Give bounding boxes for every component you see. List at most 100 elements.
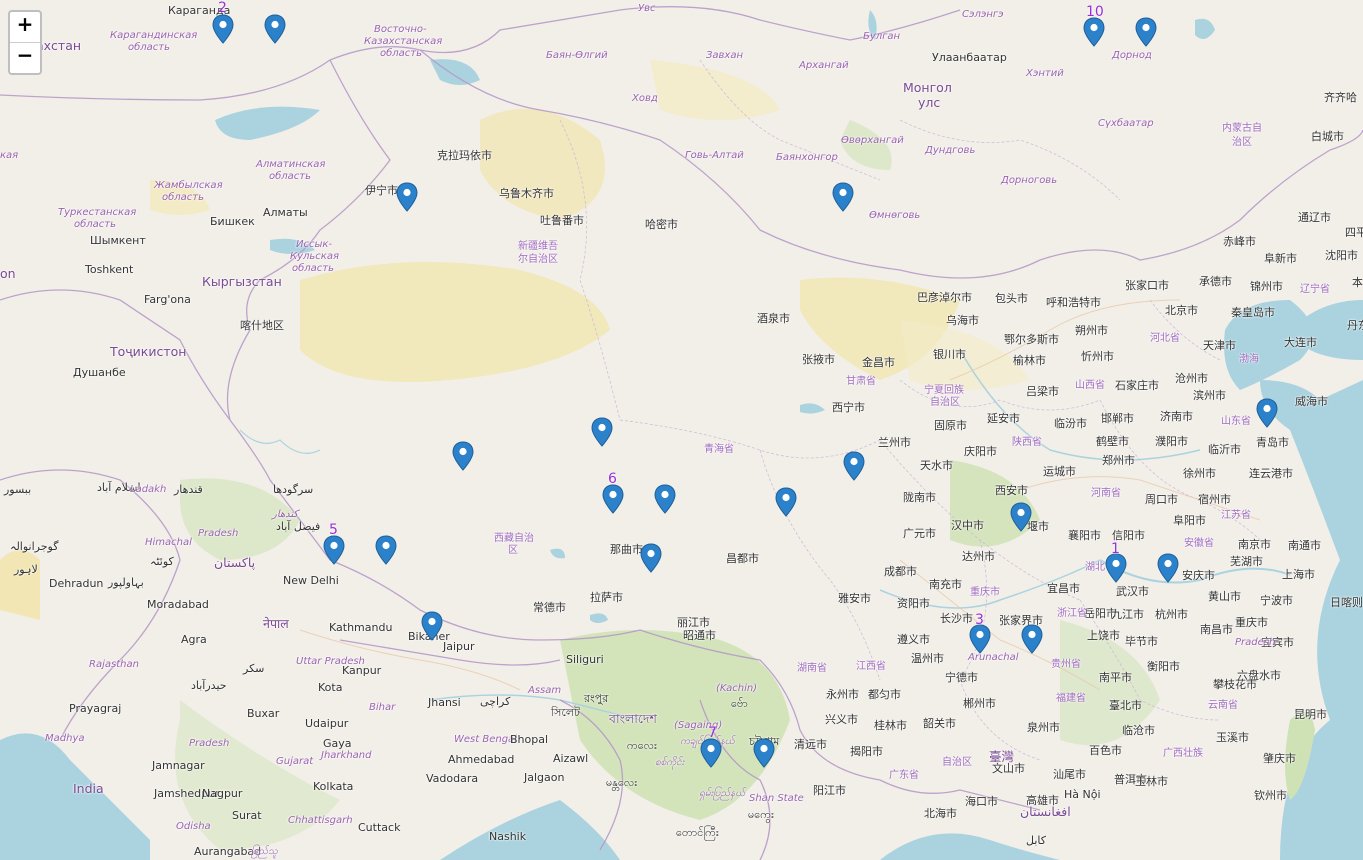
map-label: 昭通市 [683,629,716,642]
map-label: 日喀则市 [1330,596,1363,609]
map-label: 温州市 [911,652,944,665]
map-label: Восточно- [374,24,427,35]
map-label: 贵州省 [1051,659,1081,670]
map-marker-pin[interactable] [1010,502,1032,532]
cluster-count-label[interactable]: 7 [708,725,717,741]
map-label: Душанбе [73,366,126,379]
map-marker-pin[interactable] [591,417,613,447]
map-pin-icon [1083,17,1105,47]
map-label: 宁波市 [1260,594,1293,607]
map-marker-pin[interactable] [640,543,662,573]
map-marker-pin[interactable] [843,451,865,481]
map-label: Odisha [176,821,211,832]
map-label: Gujarat [276,756,314,767]
map-label: 承德市 [1199,275,1232,288]
map-label: 鹤壁市 [1096,435,1129,448]
map-label: Сэлэнгэ [962,9,1004,20]
map-pin-icon [832,182,854,212]
map-label: Ahmedabad [448,753,515,766]
map-label: 高雄市 [1026,794,1059,807]
map-label: 成都市 [884,565,917,578]
map-marker-pin[interactable] [832,182,854,212]
map-marker-pin[interactable] [700,738,722,768]
map-label: 榆林市 [1013,354,1046,367]
map-label: 大连市 [1284,336,1317,349]
map-label: 臺北市 [1109,699,1142,712]
map-label: کراچی [480,695,511,708]
map-label: Туркестанская [58,207,137,218]
map-label: 连云港市 [1249,467,1293,480]
map-marker-pin[interactable] [1256,398,1278,428]
map-marker-pin[interactable] [1105,553,1127,583]
map-label: on [0,266,16,281]
map-marker-pin[interactable] [775,487,797,517]
map-label: 江苏省 [1221,510,1251,521]
map-label: کابل [1026,834,1046,847]
cluster-count-label[interactable]: 5 [329,522,338,538]
map-label: 沧州市 [1175,372,1208,385]
map-label: 信阳市 [1112,529,1145,542]
map-pin-icon [591,417,613,447]
map-pin-icon [654,484,676,514]
zoom-out-button[interactable]: − [10,43,40,73]
map-pin-icon [452,441,474,471]
map-label: область [74,219,117,230]
map-label: Kolkata [313,780,354,793]
cluster-count-label[interactable]: 2 [218,0,227,16]
map-label: 朔州市 [1075,324,1108,337]
map-label: 张家口市 [1125,279,1169,292]
map-marker-pin[interactable] [396,182,418,212]
map-label: 青岛市 [1256,436,1289,449]
map-marker-pin[interactable] [421,611,443,641]
map-label: 邯郸市 [1101,412,1134,425]
map-marker-pin[interactable] [654,484,676,514]
map-label: 阳江市 [813,784,846,797]
map-label: Алматинская [256,159,326,170]
map-label: 普洱市 [1114,773,1147,786]
map-marker-pin[interactable] [323,535,345,565]
map-label: 都匀市 [868,688,901,701]
map-marker-pin[interactable] [375,535,397,565]
map-marker-pin[interactable] [753,738,775,768]
map-marker-pin[interactable] [264,14,286,44]
map-marker-pin[interactable] [1021,624,1043,654]
map-marker-pin[interactable] [212,14,234,44]
map-label: кая [0,150,19,161]
zoom-control: + − [8,10,42,75]
map-marker-pin[interactable] [452,441,474,471]
map-label: Jamnagar [152,759,205,772]
map-label: Kota [318,681,343,694]
map-pin-icon [421,611,443,641]
map-marker-pin[interactable] [1157,553,1179,583]
cluster-count-label[interactable]: 6 [608,471,617,487]
map-label: 兴义市 [825,713,858,726]
map-label: Aurangabad [194,845,262,858]
map-label: 昆明市 [1294,708,1327,721]
cluster-count-label[interactable]: 3 [975,612,984,628]
map-label: 重庆市 [970,587,1000,598]
map-label: Jharkhand [321,750,372,761]
map-label: 北海市 [924,807,957,820]
map-label: 河南省 [1091,488,1121,499]
map-label: 秦皇岛市 [1231,306,1275,319]
map-label: Pradesh [1235,637,1276,648]
map-marker-pin[interactable] [602,484,624,514]
map-label: ဗ်ော [731,697,748,710]
map-label: Говь-Алтай [685,150,744,161]
map-pin-icon [753,738,775,768]
cluster-count-label[interactable]: 10 [1086,4,1104,20]
map-pin-icon [375,535,397,565]
zoom-in-button[interactable]: + [10,12,40,43]
map-label: 福建省 [1056,693,1086,704]
map-label: বাংলাদেশ [609,711,657,726]
map-marker-pin[interactable] [1135,17,1157,47]
map-label: Jaipur [443,640,475,653]
map-marker-pin[interactable] [1083,17,1105,47]
map-label: 乌鲁木齐市 [499,187,554,200]
map-marker-pin[interactable] [969,624,991,654]
cluster-count-label[interactable]: 1 [1111,541,1120,557]
map-label: नेपाल [263,616,289,631]
map-label: (Kachin) [716,683,758,694]
map-pin-icon [212,14,234,44]
